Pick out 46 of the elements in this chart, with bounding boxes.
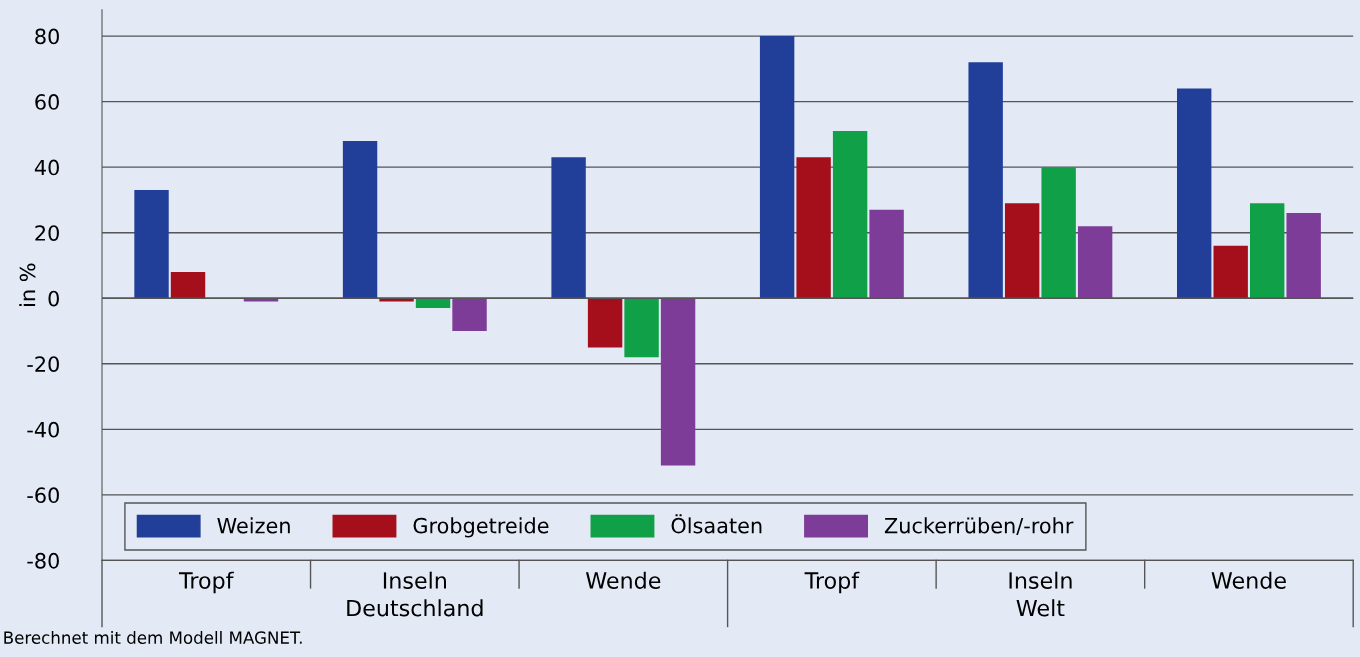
bar (660, 298, 696, 466)
bar (1249, 203, 1285, 299)
bar (832, 131, 868, 299)
x-tick-label: Inseln (1009, 571, 1072, 589)
bar (1176, 88, 1212, 299)
y-tick-label: 0 (48, 290, 59, 307)
bar (170, 272, 206, 299)
text: Berechnet mit dem Modell MAGNET. (4, 631, 302, 644)
bar (1077, 226, 1113, 299)
bar (1041, 167, 1076, 299)
x-tick-label: Wende (1211, 571, 1286, 589)
legend-label: Weizen (217, 517, 290, 534)
bar (587, 298, 623, 348)
bar (379, 298, 414, 302)
bar (342, 140, 378, 299)
bar (243, 298, 279, 302)
x-tick-label: Inseln (383, 571, 446, 589)
legend-label: Ölsaaten (671, 514, 762, 534)
bar (759, 36, 795, 299)
legend-label: Zuckerrüben/-rohr (884, 517, 1074, 536)
bar (134, 190, 169, 299)
bar (1213, 245, 1248, 299)
x-tick-label: Tropf (178, 571, 234, 594)
bar (551, 157, 586, 299)
bar (452, 298, 487, 332)
y-tick-label: 80 (35, 28, 59, 45)
x-tick-label: Wende (585, 571, 661, 589)
y-tick-label: -80 (27, 552, 59, 569)
y-tick-label: 40 (34, 159, 59, 176)
bar (796, 157, 831, 299)
y-tick-label: 20 (35, 225, 59, 241)
y-tick-label: -20 (27, 356, 59, 372)
y-tick-label: -40 (27, 421, 59, 438)
bar (869, 209, 904, 299)
text: Welt (1016, 599, 1065, 617)
bar (1004, 203, 1040, 299)
x-tick-label: Tropf (804, 571, 860, 594)
bar (415, 298, 451, 309)
y-axis-title: in % (19, 263, 36, 306)
bar (968, 62, 1003, 299)
text: Deutschland (347, 599, 483, 617)
bar (624, 298, 659, 358)
legend-label: Grobgetreide (413, 517, 549, 538)
y-tick-label: 60 (35, 94, 59, 110)
bar (1286, 213, 1321, 299)
y-tick-label: -60 (27, 487, 59, 504)
